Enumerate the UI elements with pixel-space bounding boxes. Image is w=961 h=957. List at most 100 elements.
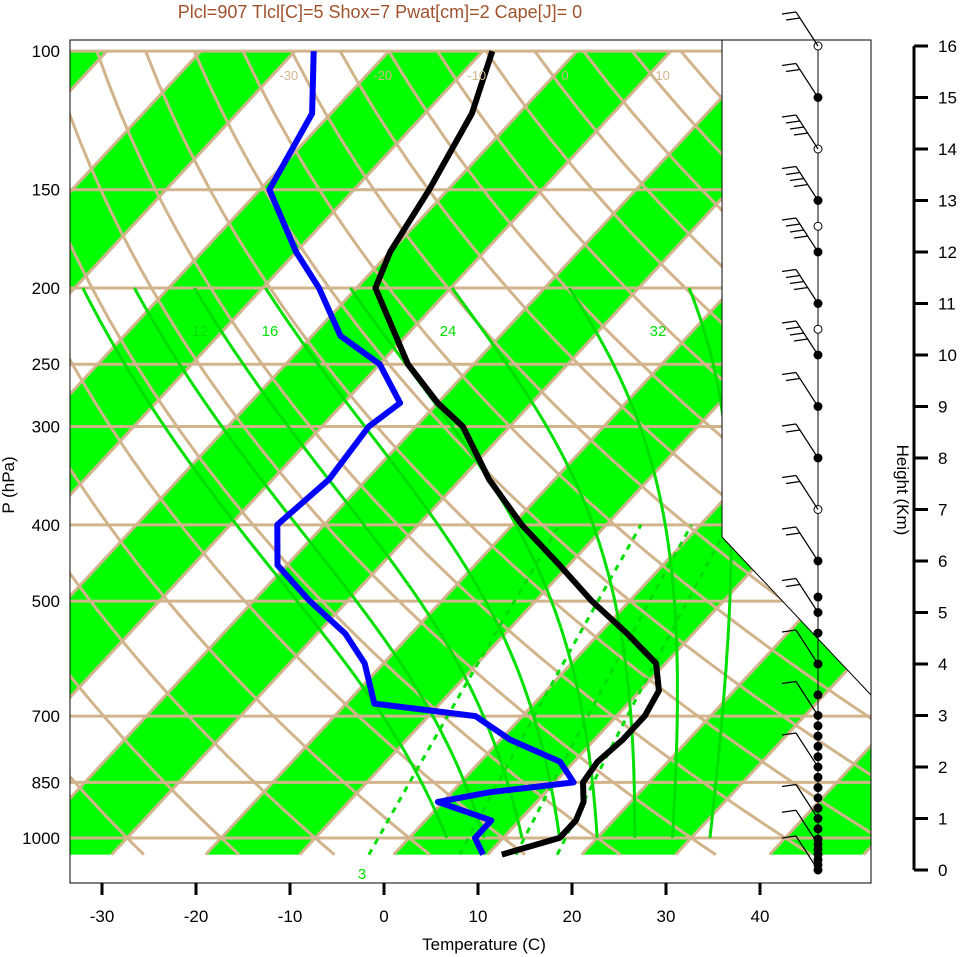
barb-flag <box>789 229 805 233</box>
height-tick-label: 8 <box>938 449 947 468</box>
barb-flag <box>781 680 797 685</box>
filled-dot <box>813 628 823 638</box>
height-tick-label: 11 <box>938 295 956 314</box>
barb-flag <box>781 526 797 530</box>
isotherm-band <box>958 51 961 854</box>
wind-barb <box>795 629 819 665</box>
barb-flag <box>785 171 801 176</box>
isotherm-label: 0 <box>561 68 568 83</box>
x-tick-label: -20 <box>184 907 209 926</box>
isotherm-line <box>70 50 766 801</box>
x-tick-label: 40 <box>751 907 770 926</box>
y-tick-label: 200 <box>32 279 60 298</box>
y-tick-label: 250 <box>32 355 60 374</box>
height-tick-label: 3 <box>938 707 947 726</box>
height-tick-label: 6 <box>938 552 947 571</box>
temperature-profile <box>372 50 662 858</box>
barb-flag <box>781 732 797 736</box>
dry-adiabat <box>70 571 336 856</box>
sounding-profiles <box>266 50 662 858</box>
barb-flag <box>781 217 797 221</box>
barb-flag <box>781 835 797 839</box>
wind-barbs <box>781 11 823 875</box>
dry-adiabat <box>70 673 241 856</box>
barb-flag <box>781 629 797 633</box>
isotherm-line <box>70 50 672 700</box>
filled-dot <box>813 721 823 731</box>
isotherm-label: -20 <box>373 68 392 83</box>
barb-flag <box>785 429 801 433</box>
height-tick-label: 0 <box>938 861 947 880</box>
height-tick-label: 2 <box>938 758 947 777</box>
moist-adiabat-label: 32 <box>650 323 667 340</box>
moist-adiabat <box>81 287 449 839</box>
isotherm-band <box>70 51 859 855</box>
wind-barb <box>795 809 819 845</box>
filled-dot <box>813 592 823 602</box>
moist-adiabat <box>264 287 562 839</box>
barb-flag <box>781 783 797 788</box>
isotherm-line <box>70 50 296 296</box>
x-tick-label: 0 <box>379 907 388 926</box>
filled-dot <box>813 783 823 793</box>
mixing-ratio-label: 3 <box>358 866 366 883</box>
mask-edge <box>721 40 872 696</box>
y-axis: 100 150 200 250 300 400 500 700 850 1000 <box>22 42 60 848</box>
y-axis-title: P (hPa) <box>0 456 18 513</box>
plot-frame <box>69 39 872 884</box>
barb-flag <box>785 223 801 227</box>
moist-adiabat-label: 12 <box>192 323 209 340</box>
barb-flag <box>781 114 797 118</box>
barb-flag <box>789 177 805 182</box>
dry-adiabat <box>436 50 871 503</box>
isotherm-label: -30 <box>279 68 298 83</box>
isotherm-line <box>0 51 13 854</box>
mixing-ratio-line <box>367 524 561 856</box>
filled-dot <box>813 772 823 782</box>
mask-polygon <box>722 40 871 695</box>
height-tick-label: 10 <box>938 346 957 365</box>
filled-dot <box>813 690 823 700</box>
barb-flag <box>781 11 797 15</box>
filled-dot <box>813 803 823 813</box>
x-tick-label: -30 <box>90 907 115 926</box>
barb-flag <box>785 583 801 588</box>
height-tick-label: 5 <box>938 604 947 623</box>
height-tick-label: 15 <box>938 89 957 108</box>
isotherm-line <box>958 51 961 854</box>
y-tick-label: 700 <box>32 707 60 726</box>
isotherm-line <box>70 50 484 498</box>
chart-header: Plcl=907 Tlcl[C]=5 Shox=7 Pwat[cm]=2 Cap… <box>178 2 582 22</box>
line-labels: -30 -20 -10 0 10 12 16 24 32 3 <box>192 68 670 883</box>
filled-dot <box>813 731 823 741</box>
open-dot <box>813 221 823 231</box>
dewpoint-profile <box>266 51 577 856</box>
height-tick-label: 14 <box>938 140 957 159</box>
wind-barb <box>795 681 819 716</box>
x-tick-label: -10 <box>278 907 303 926</box>
height-tick-label: 12 <box>938 243 957 262</box>
y-tick-label: 400 <box>32 516 60 535</box>
barb-flag <box>781 320 797 324</box>
isotherm-line <box>674 642 871 856</box>
y-tick-label: 150 <box>32 181 60 200</box>
dry-adiabat <box>70 466 431 856</box>
y-tick-label: 1000 <box>22 829 60 848</box>
barb-flag <box>781 423 797 427</box>
height-tick-label: 13 <box>938 192 957 211</box>
y-tick-label: 500 <box>32 592 60 611</box>
moist-adiabat <box>567 287 679 838</box>
moist-adiabat <box>450 287 637 838</box>
dry-adiabat <box>192 50 871 777</box>
barb-flag <box>785 480 801 485</box>
moist-adiabat-label: 16 <box>262 323 279 340</box>
isotherm-line <box>70 50 202 195</box>
barb-flag <box>789 332 805 336</box>
height-tick-label: 9 <box>938 398 947 417</box>
barb-flag <box>785 274 801 279</box>
plot-area <box>0 49 961 858</box>
barb-flag <box>781 371 797 376</box>
wind-barb <box>795 732 819 768</box>
barb-flag <box>781 62 797 67</box>
